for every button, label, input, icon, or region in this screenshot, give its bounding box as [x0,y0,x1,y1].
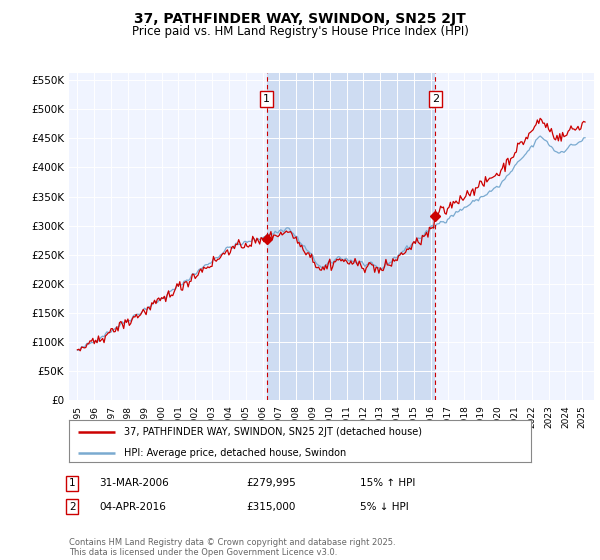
Text: 15% ↑ HPI: 15% ↑ HPI [360,478,415,488]
Text: £315,000: £315,000 [246,502,295,512]
Text: Price paid vs. HM Land Registry's House Price Index (HPI): Price paid vs. HM Land Registry's House … [131,25,469,38]
Text: 1: 1 [69,478,76,488]
Text: 2: 2 [69,502,76,512]
Text: 31-MAR-2006: 31-MAR-2006 [99,478,169,488]
Text: 1: 1 [263,94,270,104]
Text: 37, PATHFINDER WAY, SWINDON, SN25 2JT: 37, PATHFINDER WAY, SWINDON, SN25 2JT [134,12,466,26]
Text: Contains HM Land Registry data © Crown copyright and database right 2025.
This d: Contains HM Land Registry data © Crown c… [69,538,395,557]
Text: 2: 2 [432,94,439,104]
Text: HPI: Average price, detached house, Swindon: HPI: Average price, detached house, Swin… [124,448,347,458]
Text: 5% ↓ HPI: 5% ↓ HPI [360,502,409,512]
Text: 37, PATHFINDER WAY, SWINDON, SN25 2JT (detached house): 37, PATHFINDER WAY, SWINDON, SN25 2JT (d… [124,427,422,437]
Text: £279,995: £279,995 [246,478,296,488]
Bar [267,73,436,400]
Text: 04-APR-2016: 04-APR-2016 [99,502,166,512]
